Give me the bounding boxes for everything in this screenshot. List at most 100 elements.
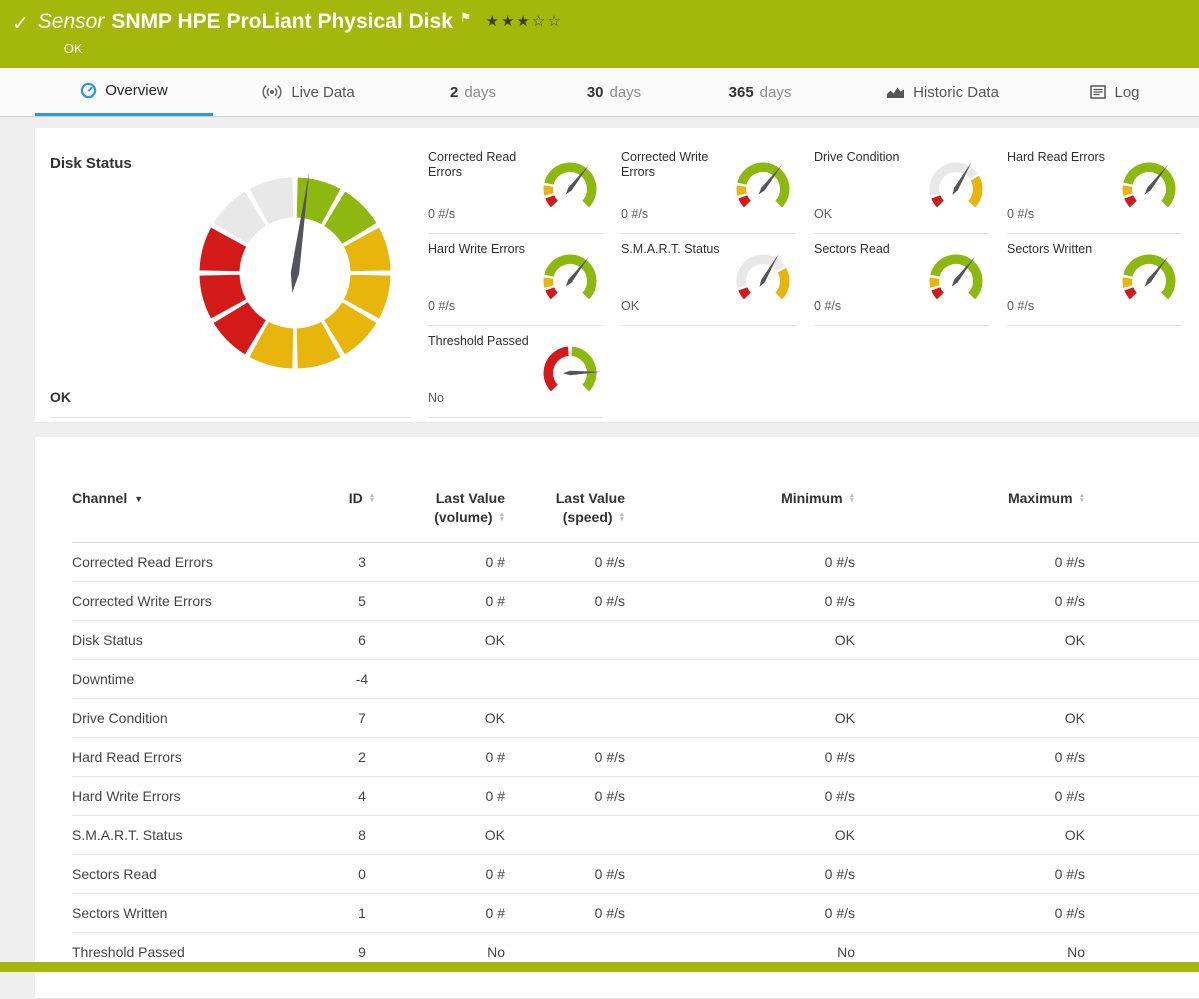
channel-name-cell: Sectors Read [72, 854, 322, 894]
channel-gauge-value: 0 #/s [428, 299, 456, 313]
channel-gauge-cell-corrected-read-errors[interactable]: Corrected Read Errors 0 #/s [428, 142, 603, 234]
table-row[interactable]: Corrected Write Errors 5 0 #0 #/s 0 #/s 0 #/… [72, 581, 1199, 621]
value-cell: OK [637, 815, 867, 855]
disk-status-gauge-cell[interactable]: Disk Status OK [50, 142, 410, 418]
channel-gauge-cell-hard-read-errors[interactable]: Hard Read Errors 0 #/s [1007, 142, 1182, 234]
sort-icon: ▲ ▼ [618, 510, 625, 524]
table-row[interactable]: Sectors Read 0 0 #0 #/s 0 #/s 0 #/s [72, 854, 1199, 894]
channel-gauge-label: Hard Read Errors [1007, 150, 1105, 164]
value-cell: 0 #/s [867, 542, 1097, 582]
historic-data-icon [887, 87, 905, 98]
value-cell: 0 # [402, 737, 517, 777]
value-cell: 0 #/s [637, 737, 867, 777]
status-check-icon: ✓ [12, 13, 29, 35]
tab-365-days[interactable]: 365 days [685, 68, 835, 116]
column-header-label: ID [348, 490, 363, 506]
channel-gauge-value: 0 #/s [621, 207, 649, 221]
log-icon [1090, 85, 1107, 99]
value-cell: 0 #/s [867, 776, 1097, 816]
tab-2-days[interactable]: 2 days [403, 68, 543, 116]
table-row[interactable]: Hard Write Errors 4 0 #0 #/s 0 #/s 0 #/s [72, 776, 1199, 816]
channels-table: Channel ▼ ID ▲ ▼ Last Value (volume) ▲ ▼ Last Val… [72, 489, 1199, 972]
value-cell: OK [402, 698, 517, 738]
table-row[interactable]: S.M.A.R.T. Status 8 OK OK OK [72, 815, 1199, 855]
column-header-last-value-speed[interactable]: Last Value (speed) ▲ ▼ [517, 489, 637, 543]
tab-label: Overview [105, 82, 168, 99]
channel-gauge [542, 345, 601, 393]
value-cell: OK [402, 815, 517, 855]
sort-icon: ▲ ▼ [368, 491, 376, 505]
sort-icon: ▲ ▼ [848, 491, 855, 505]
channel-gauge-label: Hard Write Errors [428, 242, 526, 256]
value-cell: 5 [322, 581, 402, 621]
disk-status-gauge[interactable] [190, 168, 400, 378]
value-cell: 0 #/s [867, 893, 1097, 933]
column-header-label: Maximum [1007, 490, 1073, 506]
page-title: SNMP HPE ProLiant Physical Disk [111, 10, 453, 33]
filler-cell [1097, 542, 1199, 582]
column-header-maximum[interactable]: Maximum ▲ ▼ [867, 489, 1097, 543]
gauges-grid: Disk Status OK Corrected Read Errors 0 #/… [50, 142, 1183, 418]
tab-live-data[interactable]: Live Data [213, 68, 403, 116]
disk-status-value: OK [50, 389, 71, 405]
column-header-id[interactable]: ID ▲ ▼ [322, 489, 402, 543]
value-cell: 3 [322, 542, 402, 582]
channel-gauge-cell-threshold-passed[interactable]: Threshold Passed No [428, 326, 603, 418]
value-cell: 0 #/s [517, 542, 637, 582]
channel-name-cell: Corrected Read Errors [72, 542, 322, 582]
value-cell: 0 #/s [517, 893, 637, 933]
tab-historic-data[interactable]: Historic Data [835, 68, 1050, 116]
table-row[interactable]: Corrected Read Errors 3 0 #0 #/s 0 #/s 0 #/s [72, 542, 1199, 582]
table-row[interactable]: Drive Condition 7 OK OK OK [72, 698, 1199, 738]
priority-flag-icon[interactable]: ⚑ [459, 10, 472, 25]
channels-table-body: Corrected Read Errors 3 0 #0 #/s 0 #/s 0 #/s… [72, 542, 1199, 972]
value-cell: OK [867, 620, 1097, 660]
channel-gauge-cell-corrected-write-errors[interactable]: Corrected Write Errors 0 #/s [621, 142, 796, 234]
column-header-minimum[interactable]: Minimum ▲ ▼ [637, 489, 867, 543]
value-cell [517, 815, 637, 855]
sensor-header: ✓ Sensor SNMP HPE ProLiant Physical Disk ⚑… [0, 0, 1199, 68]
channel-gauge-cell-sectors-written[interactable]: Sectors Written 0 #/s [1007, 234, 1182, 326]
channel-gauge [542, 253, 598, 301]
channel-gauge-cell-drive-condition[interactable]: Drive Condition OK [814, 142, 989, 234]
tab-log[interactable]: Log [1050, 68, 1180, 116]
column-header-channel[interactable]: Channel ▼ [72, 489, 322, 543]
sensor-header-main: Sensor SNMP HPE ProLiant Physical Disk ⚑ ★★… [38, 10, 563, 56]
tab-30-days[interactable]: 30 days [543, 68, 685, 116]
value-cell: OK [402, 620, 517, 660]
filler-cell [1097, 581, 1199, 621]
value-cell [517, 620, 637, 660]
table-header-row: Channel ▼ ID ▲ ▼ Last Value (volume) ▲ ▼ Last Val… [72, 489, 1199, 543]
channel-name-cell: S.M.A.R.T. Status [72, 815, 322, 855]
value-cell: 0 # [402, 542, 517, 582]
value-cell [517, 659, 637, 699]
tab-overview[interactable]: Overview [35, 68, 213, 116]
channel-gauge [1121, 253, 1177, 301]
channel-gauge [542, 161, 598, 209]
table-row[interactable]: Sectors Written 1 0 #0 #/s 0 #/s 0 #/s [72, 893, 1199, 933]
column-header-filler [1097, 489, 1199, 543]
value-cell: 0 # [402, 893, 517, 933]
value-cell: 0 #/s [637, 776, 867, 816]
channel-gauge-cell-s-m-a-r-t-status[interactable]: S.M.A.R.T. Status OK [621, 234, 796, 326]
bottom-accent-bar [0, 962, 1199, 972]
channel-gauge [928, 161, 984, 209]
column-header-last-value-volume[interactable]: Last Value (volume) ▲ ▼ [402, 489, 517, 543]
value-cell: 0 #/s [867, 854, 1097, 894]
value-cell: 0 #/s [867, 737, 1097, 777]
disk-status-title: Disk Status [50, 155, 132, 172]
channel-gauge-cell-sectors-read[interactable]: Sectors Read 0 #/s [814, 234, 989, 326]
value-cell [402, 659, 517, 699]
value-cell: 0 # [402, 854, 517, 894]
table-row[interactable]: Hard Read Errors 2 0 #0 #/s 0 #/s 0 #/s [72, 737, 1199, 777]
table-row[interactable]: Downtime -4 [72, 659, 1199, 699]
filler-cell [1097, 698, 1199, 738]
column-header-sublabel: (volume) [434, 509, 493, 525]
channel-gauge-value: OK [621, 299, 640, 313]
table-row[interactable]: Disk Status 6 OK OK OK [72, 620, 1199, 660]
priority-stars[interactable]: ★★★☆☆ [485, 13, 563, 30]
channel-name-cell: Corrected Write Errors [72, 581, 322, 621]
channel-gauge-cell-hard-write-errors[interactable]: Hard Write Errors 0 #/s [428, 234, 603, 326]
empty-cell [621, 326, 796, 418]
value-cell: 0 #/s [517, 854, 637, 894]
